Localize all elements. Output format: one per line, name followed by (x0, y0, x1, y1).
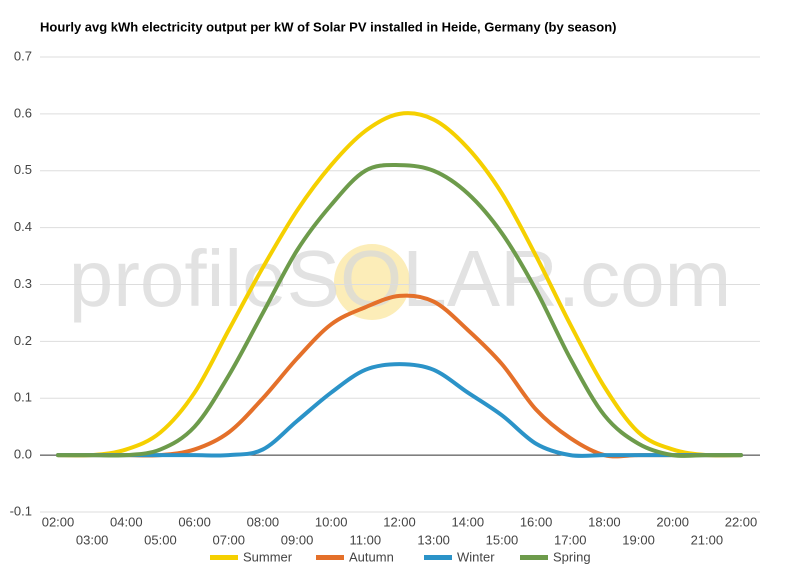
x-tick-label: 21:00 (691, 532, 724, 547)
x-tick-label: 06:00 (178, 514, 211, 529)
x-tick-label: 17:00 (554, 532, 587, 547)
watermark-sun (334, 244, 410, 320)
y-tick-label: 0.4 (14, 219, 32, 234)
x-tick-label: 12:00 (383, 514, 416, 529)
x-tick-label: 05:00 (144, 532, 177, 547)
legend-swatch (210, 555, 238, 560)
x-tick-label: 16:00 (520, 514, 553, 529)
series-line (56, 163, 743, 458)
legend-swatch (316, 555, 344, 560)
x-tick-label: 10:00 (315, 514, 348, 529)
y-tick-label: -0.1 (10, 503, 32, 518)
legend-label: Spring (553, 549, 591, 564)
x-tick-label: 04:00 (110, 514, 143, 529)
legend-label: Summer (243, 549, 293, 564)
y-tick-label: 0.3 (14, 276, 32, 291)
x-tick-label: 15:00 (486, 532, 519, 547)
x-tick-label: 09:00 (281, 532, 314, 547)
y-tick-label: 0.6 (14, 105, 32, 120)
x-tick-label: 02:00 (42, 514, 75, 529)
series-line (56, 362, 743, 458)
y-tick-label: 0.7 (14, 48, 32, 63)
y-tick-label: 0.0 (14, 447, 32, 462)
x-tick-label: 11:00 (350, 532, 382, 547)
y-tick-label: 0.1 (14, 390, 32, 405)
x-tick-label: 19:00 (622, 532, 655, 547)
legend-swatch (520, 555, 548, 560)
watermark: profileSOLAR.com (69, 234, 731, 323)
series-line (56, 111, 743, 458)
legend-label: Autumn (349, 549, 394, 564)
x-tick-label: 13:00 (417, 532, 450, 547)
legend-swatch (424, 555, 452, 560)
legend-label: Winter (457, 549, 495, 564)
x-tick-label: 18:00 (588, 514, 621, 529)
x-tick-label: 08:00 (247, 514, 280, 529)
x-tick-label: 20:00 (656, 514, 689, 529)
x-tick-label: 22:00 (725, 514, 758, 529)
y-tick-label: 0.2 (14, 333, 32, 348)
y-tick-label: 0.5 (14, 162, 32, 177)
x-tick-label: 14:00 (452, 514, 485, 529)
x-tick-label: 03:00 (76, 532, 109, 547)
x-tick-label: 07:00 (212, 532, 245, 547)
chart-title: Hourly avg kWh electricity output per kW… (40, 19, 616, 34)
